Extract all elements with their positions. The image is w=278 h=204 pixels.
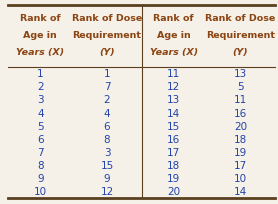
Text: 7: 7	[104, 82, 110, 92]
Text: Years (X): Years (X)	[16, 48, 64, 57]
Text: 14: 14	[167, 108, 180, 118]
Text: 15: 15	[100, 160, 114, 170]
Text: Age in: Age in	[157, 31, 191, 40]
Text: 8: 8	[37, 160, 44, 170]
Text: 11: 11	[167, 69, 180, 79]
Text: 7: 7	[37, 147, 44, 157]
Text: 19: 19	[234, 147, 247, 157]
Text: 15: 15	[167, 121, 180, 131]
Text: Requirement: Requirement	[206, 31, 275, 40]
Text: 10: 10	[234, 173, 247, 183]
Text: 20: 20	[167, 186, 180, 196]
Text: 2: 2	[104, 95, 110, 105]
Text: 5: 5	[37, 121, 44, 131]
Text: Years (X): Years (X)	[150, 48, 198, 57]
Text: 17: 17	[234, 160, 247, 170]
Text: 20: 20	[234, 121, 247, 131]
Text: Age in: Age in	[23, 31, 57, 40]
Text: 9: 9	[104, 173, 110, 183]
Text: Rank of: Rank of	[20, 13, 61, 22]
Text: 18: 18	[234, 134, 247, 144]
Text: 8: 8	[104, 134, 110, 144]
Text: (Y): (Y)	[99, 48, 115, 57]
Text: 12: 12	[167, 82, 180, 92]
Text: 18: 18	[167, 160, 180, 170]
Text: 1: 1	[104, 69, 110, 79]
Text: 2: 2	[37, 82, 44, 92]
Text: 14: 14	[234, 186, 247, 196]
Text: 6: 6	[104, 121, 110, 131]
Text: Rank of: Rank of	[153, 13, 194, 22]
Text: 6: 6	[37, 134, 44, 144]
Text: 13: 13	[234, 69, 247, 79]
Text: 12: 12	[100, 186, 114, 196]
Text: 16: 16	[234, 108, 247, 118]
Text: (Y): (Y)	[233, 48, 248, 57]
Text: 17: 17	[167, 147, 180, 157]
Text: Rank of Dose: Rank of Dose	[205, 13, 275, 22]
Text: 3: 3	[37, 95, 44, 105]
Text: 4: 4	[104, 108, 110, 118]
Text: 5: 5	[237, 82, 244, 92]
Text: Rank of Dose: Rank of Dose	[72, 13, 142, 22]
Text: 4: 4	[37, 108, 44, 118]
Text: 19: 19	[167, 173, 180, 183]
Text: 9: 9	[37, 173, 44, 183]
Text: Requirement: Requirement	[73, 31, 142, 40]
Text: 11: 11	[234, 95, 247, 105]
Text: 13: 13	[167, 95, 180, 105]
Text: 10: 10	[34, 186, 47, 196]
Text: 16: 16	[167, 134, 180, 144]
Text: 3: 3	[104, 147, 110, 157]
Text: 1: 1	[37, 69, 44, 79]
